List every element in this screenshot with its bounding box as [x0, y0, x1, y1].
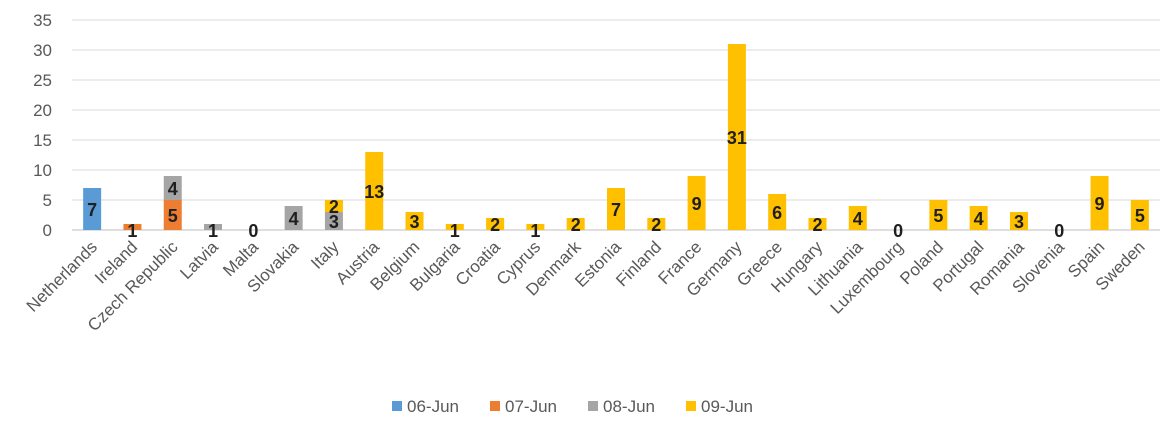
bar-09-Jun — [768, 194, 787, 230]
data-label: 9 — [692, 194, 702, 214]
bar-09-Jun — [687, 176, 706, 230]
data-label: 1 — [450, 221, 460, 241]
bar-07-Jun — [163, 200, 182, 230]
data-label: 31 — [727, 128, 747, 148]
x-category-label: Italy — [307, 237, 343, 273]
gridlines — [72, 19, 1160, 231]
bar-09-Jun — [1009, 212, 1028, 230]
bar-06-Jun — [83, 188, 102, 230]
data-label: 4 — [974, 209, 984, 229]
bar-09-Jun — [607, 188, 625, 230]
data-label: 5 — [168, 206, 178, 226]
data-label: 13 — [364, 182, 384, 202]
x-category-label: Latvia — [176, 237, 222, 283]
data-label: 2 — [812, 215, 822, 235]
data-label: 1 — [208, 221, 218, 241]
bar-09-Jun — [1090, 176, 1109, 230]
y-tick-label: 15 — [33, 131, 52, 150]
data-label: 4 — [168, 179, 178, 199]
data-label: 5 — [1135, 206, 1145, 226]
legend-item: 08-Jun — [588, 397, 655, 416]
data-label: 2 — [329, 197, 339, 217]
data-label: 3 — [410, 212, 420, 232]
legend-item: 09-Jun — [686, 397, 753, 416]
data-label: 3 — [1014, 212, 1024, 232]
y-axis-ticks: 0 5 10 15 20 25 30 35 — [33, 11, 52, 240]
legend: 06-Jun 07-Jun 08-Jun 09-Jun — [392, 397, 753, 416]
bar-09-Jun — [1130, 200, 1149, 230]
legend-item: 07-Jun — [490, 397, 557, 416]
bar-09-Jun — [365, 152, 384, 230]
data-label: 2 — [490, 215, 500, 235]
bar-09-Jun — [808, 218, 827, 230]
legend-swatch — [686, 401, 696, 411]
bar-09-Jun — [727, 44, 746, 230]
data-label: 0 — [1054, 221, 1064, 241]
y-tick-label: 20 — [33, 101, 52, 120]
data-label: 5 — [933, 206, 943, 226]
x-category-label: Netherlands — [23, 237, 101, 315]
bar-08-Jun — [204, 224, 223, 230]
data-label: 3 — [329, 212, 339, 232]
data-label: 6 — [772, 203, 782, 223]
y-tick-label: 25 — [33, 71, 52, 90]
data-label: 4 — [289, 209, 299, 229]
bar-07-Jun — [123, 224, 142, 230]
bar-08-Jun — [163, 176, 182, 200]
legend-label: 06-Jun — [407, 397, 459, 416]
data-label: 2 — [651, 215, 661, 235]
y-tick-label: 35 — [33, 11, 52, 30]
data-label: 1 — [530, 221, 540, 241]
data-label: 1 — [127, 221, 137, 241]
data-label: 4 — [853, 209, 863, 229]
bar-08-Jun — [284, 206, 303, 230]
data-label: 7 — [611, 200, 621, 220]
x-category-label: Finland — [612, 237, 665, 290]
legend-item: 06-Jun — [392, 397, 459, 416]
data-label: 0 — [248, 221, 258, 241]
bar-08-Jun — [324, 212, 343, 230]
legend-swatch — [490, 401, 500, 411]
bar-09-Jun — [969, 206, 988, 230]
bar-09-Jun — [405, 212, 424, 230]
y-tick-label: 30 — [33, 41, 52, 60]
y-tick-label: 0 — [43, 221, 52, 240]
bar-09-Jun — [486, 218, 505, 230]
data-label: 2 — [571, 215, 581, 235]
data-label: 7 — [87, 200, 97, 220]
bar-09-Jun — [929, 200, 948, 230]
legend-label: 09-Jun — [701, 397, 753, 416]
y-tick-label: 10 — [33, 161, 52, 180]
bar-09-Jun — [324, 200, 343, 212]
data-label: 0 — [893, 221, 903, 241]
data-label: 9 — [1095, 194, 1105, 214]
legend-label: 07-Jun — [505, 397, 557, 416]
x-category-label: Croatia — [452, 237, 505, 290]
y-tick-label: 5 — [43, 191, 52, 210]
bar-09-Jun — [848, 206, 867, 230]
legend-swatch — [392, 401, 402, 411]
bar-09-Jun — [566, 218, 585, 230]
bar-09-Jun — [445, 224, 464, 230]
legend-swatch — [588, 401, 598, 411]
bars — [83, 44, 1149, 230]
bar-09-Jun — [647, 218, 666, 230]
legend-label: 08-Jun — [603, 397, 655, 416]
bar-09-Jun — [526, 224, 545, 230]
